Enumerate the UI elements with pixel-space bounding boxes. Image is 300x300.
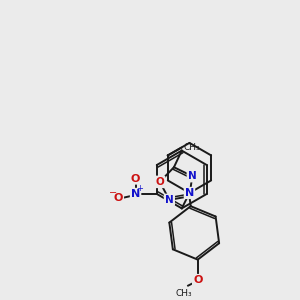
- Text: −: −: [110, 188, 118, 198]
- Text: CH₃: CH₃: [176, 290, 193, 298]
- Text: O: O: [155, 177, 164, 187]
- Text: N: N: [185, 188, 194, 198]
- Text: O: O: [193, 275, 203, 285]
- Text: N: N: [165, 195, 174, 205]
- Text: O: O: [131, 173, 140, 184]
- Text: CH₃: CH₃: [183, 143, 200, 152]
- Text: N: N: [188, 171, 197, 181]
- Text: O: O: [114, 193, 123, 203]
- Text: N: N: [131, 189, 140, 199]
- Text: +: +: [136, 184, 143, 193]
